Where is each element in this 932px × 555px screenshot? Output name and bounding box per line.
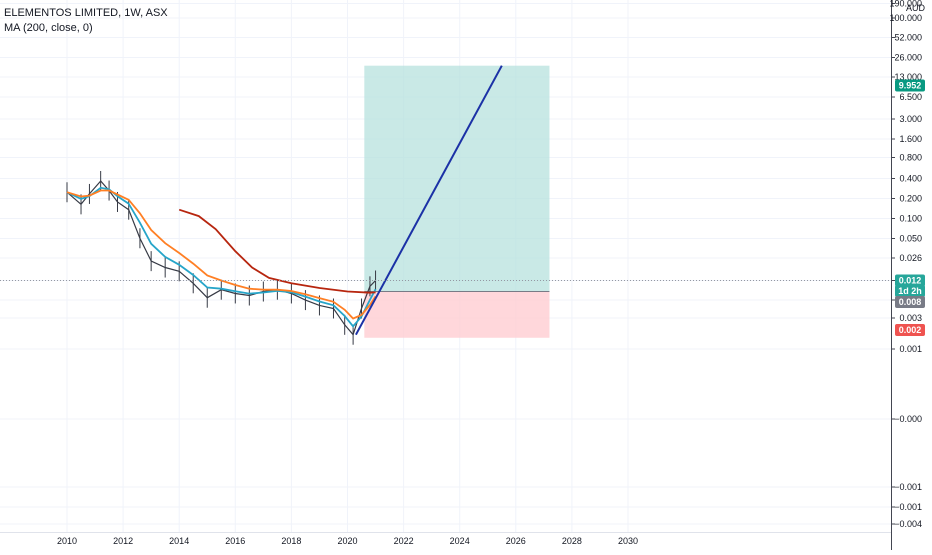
position-zones[interactable] xyxy=(364,65,550,338)
y-tick-label: 0.100 xyxy=(899,214,922,224)
price-badge-label: 1d 2h xyxy=(898,286,922,296)
y-tick-label: −0.001 xyxy=(894,482,922,492)
x-tick-label: 2028 xyxy=(562,536,582,546)
y-tick-label: 13.000 xyxy=(894,72,922,82)
y-tick-label: −0.000 xyxy=(894,414,922,424)
projection-line[interactable] xyxy=(355,65,503,336)
y-tick-label: −0.001 xyxy=(894,502,922,512)
y-tick-label: 0.050 xyxy=(899,234,922,244)
y-tick-label: 3.000 xyxy=(899,114,922,124)
x-tick-label: 2020 xyxy=(337,536,357,546)
y-tick-label: 0.800 xyxy=(899,153,922,163)
symbol-title[interactable]: ELEMENTOS LIMITED, 1W, ASX xyxy=(4,7,168,19)
x-tick-label: 2022 xyxy=(394,536,414,546)
x-axis[interactable]: 2010 2012 2014 2016 2018 2020 2022 2024 2026 2028… xyxy=(0,532,891,547)
x-tick-label: 2010 xyxy=(57,536,77,546)
x-tick-label: 2030 xyxy=(618,536,638,546)
x-tick-label: 2024 xyxy=(450,536,470,546)
price-badge-label: 0.002 xyxy=(899,325,922,335)
target-zone[interactable] xyxy=(364,65,550,292)
series-layer xyxy=(66,65,503,345)
price-badge xyxy=(895,274,925,287)
x-tick-label: 2026 xyxy=(506,536,526,546)
price-badge-label: 9.952 xyxy=(899,81,922,91)
price-badge xyxy=(895,324,925,336)
price-badge xyxy=(895,296,925,308)
y-tick-label: 26.000 xyxy=(894,53,922,63)
y-tick-label: 0.400 xyxy=(899,174,922,184)
price-line xyxy=(66,180,377,336)
y-tick-label: 0.200 xyxy=(899,194,922,204)
y-tick-label: 0.026 xyxy=(899,253,922,263)
ema-slow-line xyxy=(66,189,377,320)
stop-zone[interactable] xyxy=(364,291,550,338)
y-tick-label: 52.000 xyxy=(894,33,922,43)
price-badge xyxy=(895,79,925,92)
y-tick-label: 6.500 xyxy=(899,92,922,102)
chart-legend: ELEMENTOS LIMITED, 1W, ASX MA (200, clos… xyxy=(4,6,168,36)
price-badge-label: 0.012 xyxy=(899,276,922,286)
ma-200-line xyxy=(178,208,376,294)
price-badge-label: 0.008 xyxy=(899,297,922,307)
currency-label: AUD xyxy=(906,3,926,13)
y-tick-label: 0.003 xyxy=(899,313,922,323)
y-tick-label: 100.000 xyxy=(889,13,922,23)
y-tick-label: −0.004 xyxy=(894,519,922,529)
x-tick-label: 2014 xyxy=(169,536,189,546)
y-tick-label: 0.001 xyxy=(899,344,922,354)
y-tick-label: 1.600 xyxy=(899,134,922,144)
y-tick-label: 190.000 xyxy=(889,0,922,9)
x-tick-label: 2018 xyxy=(281,536,301,546)
x-tick-label: 2016 xyxy=(225,536,245,546)
indicator-title[interactable]: MA (200, close, 0) xyxy=(4,22,93,34)
x-tick-label: 2012 xyxy=(113,536,133,546)
price-badge xyxy=(895,285,925,297)
